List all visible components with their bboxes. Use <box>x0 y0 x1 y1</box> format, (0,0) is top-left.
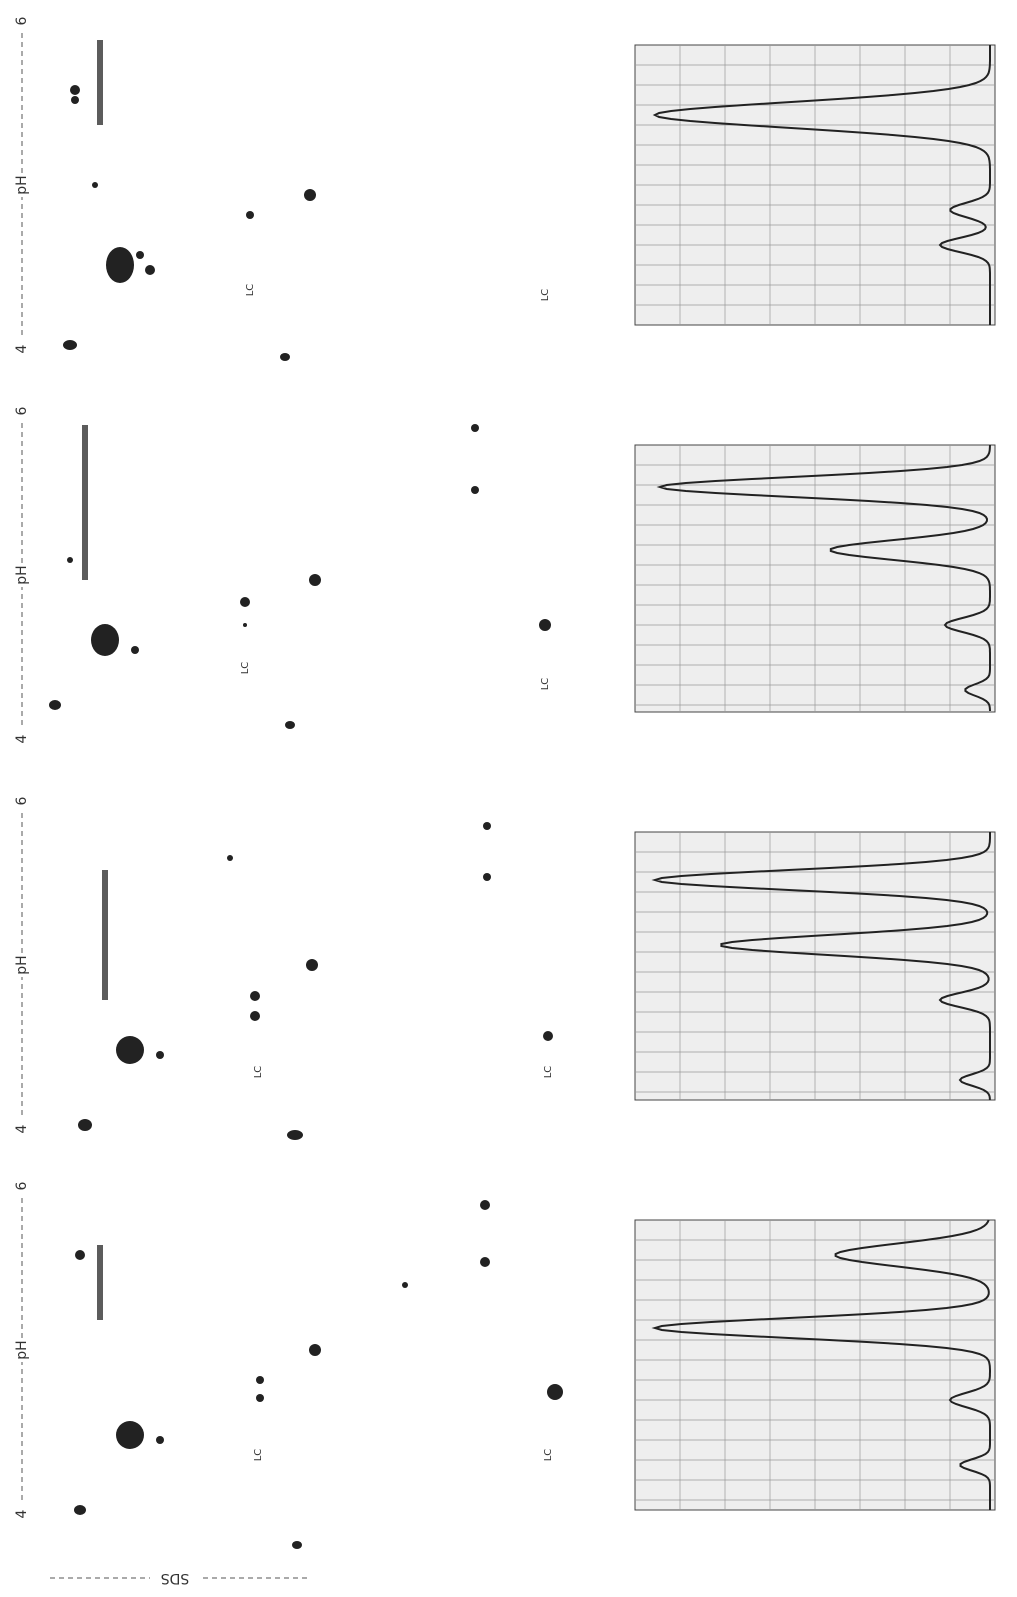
protein-spot <box>309 1344 321 1356</box>
protein-spot <box>74 1505 86 1515</box>
streak <box>82 425 88 580</box>
ph-low: 4 <box>14 734 30 743</box>
protein-spot <box>116 1421 144 1449</box>
lc-label: LC <box>540 678 551 691</box>
protein-spot <box>92 182 98 188</box>
protein-spot <box>75 1250 85 1260</box>
lc-label: LC <box>253 1066 264 1079</box>
protein-spot <box>250 991 260 1001</box>
protein-spot <box>71 96 79 104</box>
protein-spot <box>285 721 295 729</box>
protein-spot <box>145 265 155 275</box>
protein-spot <box>480 1200 490 1210</box>
protein-spot <box>292 1541 302 1549</box>
protein-spot <box>70 85 80 95</box>
protein-spot <box>287 1130 303 1140</box>
protein-spot <box>91 624 119 656</box>
ph-low: 4 <box>14 344 30 353</box>
protein-spot <box>280 353 290 361</box>
ph-label: pH <box>14 175 30 194</box>
protein-spot <box>539 619 551 631</box>
lc-label: LC <box>240 662 251 675</box>
protein-spot <box>227 855 233 861</box>
ph-label: pH <box>14 565 30 584</box>
streak <box>97 1245 103 1320</box>
protein-spot <box>246 211 254 219</box>
protein-spot <box>78 1119 92 1131</box>
protein-spot <box>309 574 321 586</box>
protein-spot <box>306 959 318 971</box>
lc-label: LC <box>543 1066 554 1079</box>
ph-high: 6 <box>14 16 30 25</box>
protein-spot <box>243 623 247 627</box>
protein-spot <box>156 1051 164 1059</box>
protein-spot <box>543 1031 553 1041</box>
lc-label: LC <box>543 1449 554 1462</box>
protein-spot <box>250 1011 260 1021</box>
ph-high: 6 <box>14 1181 30 1190</box>
figure: SDS 6 pH 4 LC LC 6 pH 4 LC LC 6 pH 4 LC LC 6 pH 4 LC LC <box>0 0 1017 1597</box>
protein-spot <box>256 1394 264 1402</box>
ph-low: 4 <box>14 1509 30 1518</box>
protein-spot <box>402 1282 408 1288</box>
sds-label: SDS <box>161 1570 190 1586</box>
ph-label: pH <box>14 1340 30 1359</box>
protein-spot <box>483 873 491 881</box>
streak <box>102 870 108 1000</box>
protein-spot <box>483 822 491 830</box>
lc-label: LC <box>245 284 256 297</box>
protein-spot <box>63 340 77 350</box>
protein-spot <box>106 247 134 283</box>
protein-spot <box>480 1257 490 1267</box>
streak <box>97 40 103 125</box>
protein-spot <box>136 251 144 259</box>
protein-spot <box>471 486 479 494</box>
protein-spot <box>116 1036 144 1064</box>
protein-spot <box>471 424 479 432</box>
protein-spot <box>156 1436 164 1444</box>
ph-label: pH <box>14 955 30 974</box>
lc-label: LC <box>540 289 551 302</box>
protein-spot <box>256 1376 264 1384</box>
protein-spot <box>304 189 316 201</box>
ph-low: 4 <box>14 1124 30 1133</box>
protein-spot <box>547 1384 563 1400</box>
protein-spot <box>131 646 139 654</box>
protein-spot <box>49 700 61 710</box>
lc-label: LC <box>253 1449 264 1462</box>
ph-high: 6 <box>14 406 30 415</box>
protein-spot <box>240 597 250 607</box>
protein-spot <box>67 557 73 563</box>
ph-high: 6 <box>14 796 30 805</box>
